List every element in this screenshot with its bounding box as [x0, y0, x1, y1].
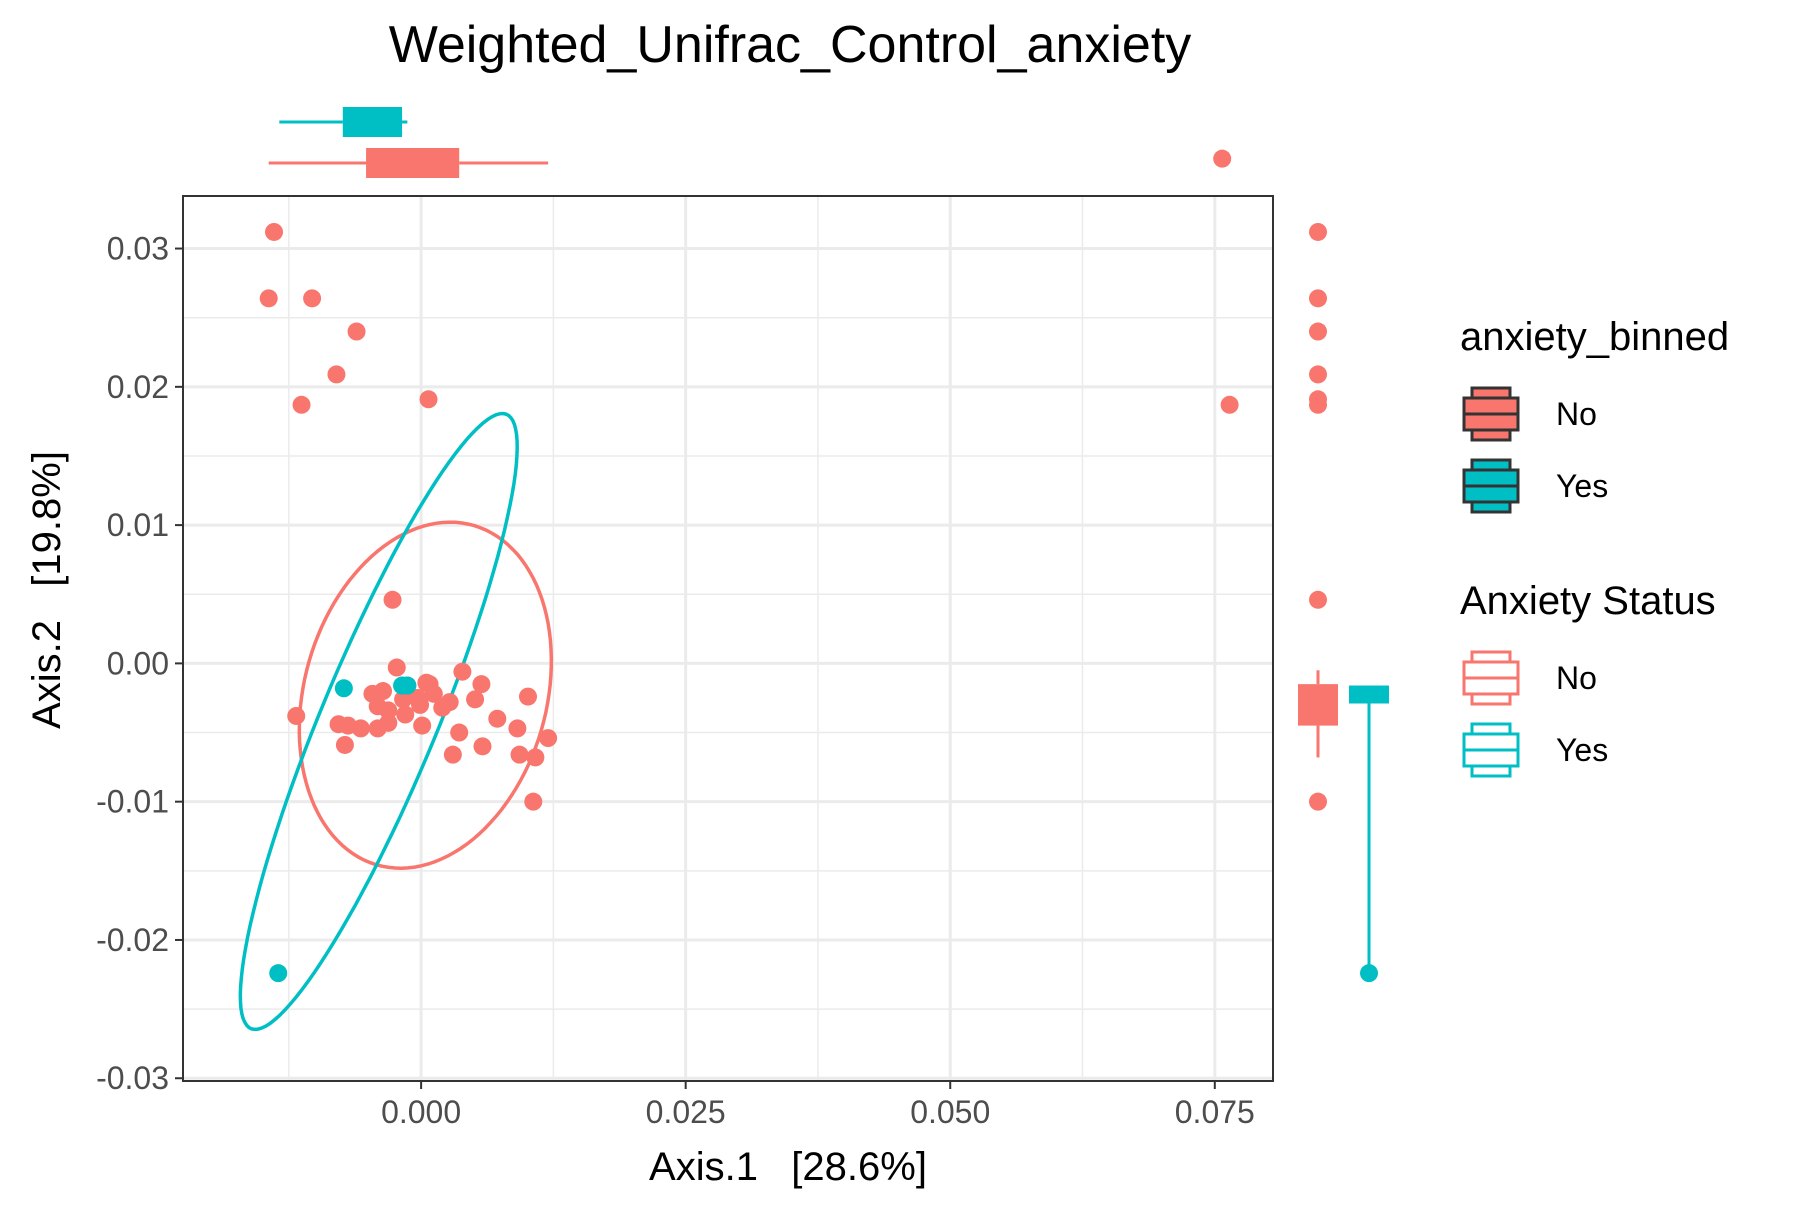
- point-no: [510, 745, 529, 764]
- right-outlier-no: [1309, 222, 1327, 241]
- right-outlier-no: [1309, 322, 1327, 341]
- right-outlier-no: [1309, 365, 1327, 384]
- x-tick-label: 0.050: [910, 1094, 990, 1130]
- x-tick-label: 0.000: [381, 1094, 461, 1130]
- point-no: [526, 748, 545, 767]
- legend-key-yes: [1462, 458, 1520, 514]
- legend-title: anxiety_binned: [1460, 315, 1729, 359]
- point-no: [508, 719, 527, 738]
- legend: anxiety_binned No Yes Anxiety Status No Yes: [1460, 315, 1729, 778]
- point-no: [335, 735, 354, 754]
- top-box-no: [366, 148, 460, 178]
- point-no: [424, 684, 443, 703]
- point-no: [387, 658, 406, 677]
- point-no: [419, 390, 438, 409]
- legend-title: Anxiety Status: [1460, 579, 1716, 623]
- point-no: [347, 322, 366, 341]
- ellipse-layer: [238, 411, 554, 1032]
- point-no: [466, 690, 485, 709]
- point-no: [433, 698, 452, 717]
- marginal-top: [268, 107, 549, 178]
- point-no: [379, 713, 398, 732]
- point-no: [383, 590, 402, 609]
- marginal-right: [1298, 222, 1389, 983]
- legend-key-yes: [1462, 722, 1520, 778]
- plot-panel-border: [182, 195, 1274, 1082]
- point-yes: [398, 676, 417, 695]
- point-no: [351, 719, 370, 738]
- point-no: [413, 716, 432, 735]
- y-tick-label: -0.02: [96, 922, 169, 958]
- ellipse-no: [297, 520, 554, 870]
- point-no: [539, 729, 558, 748]
- point-no: [411, 695, 430, 714]
- x-tick-label: 0.025: [646, 1094, 726, 1130]
- point-yes: [334, 679, 353, 698]
- right-outlier-no: [1309, 792, 1327, 811]
- point-no: [473, 737, 492, 756]
- chart-title: Weighted_Unifrac_Control_anxiety: [389, 16, 1192, 74]
- point-no: [259, 289, 278, 308]
- points-layer: [259, 149, 1239, 983]
- point-no: [265, 222, 284, 241]
- right-box-yes: [1349, 685, 1389, 704]
- point-no: [1220, 395, 1239, 414]
- y-tick-label: 0.02: [107, 369, 169, 405]
- point-no: [396, 705, 415, 724]
- point-no: [379, 701, 398, 720]
- y-tick-label: -0.03: [96, 1060, 169, 1096]
- ellipse-yes: [238, 411, 519, 1032]
- point-no: [488, 709, 507, 728]
- point-no: [303, 289, 322, 308]
- point-no: [450, 723, 469, 742]
- point-no: [287, 706, 306, 725]
- legend-label-yes: Yes: [1556, 732, 1608, 768]
- grid-major: [183, 196, 1273, 1081]
- right-outlier-no: [1309, 395, 1327, 414]
- legend-label-no: No: [1556, 396, 1597, 432]
- right-box-no: [1298, 684, 1338, 726]
- point-yes: [269, 964, 288, 983]
- top-box-yes: [342, 107, 403, 137]
- y-axis-title: Axis.2 [19.8%]: [25, 451, 69, 729]
- point-no: [327, 365, 346, 384]
- y-axis: 0.03 0.02 0.01 0.00 -0.01 -0.02 -0.03: [96, 231, 183, 1096]
- y-tick-label: 0.00: [107, 645, 169, 681]
- legend-label-no: No: [1556, 660, 1597, 696]
- point-no: [1213, 149, 1232, 168]
- point-no: [443, 745, 462, 764]
- x-axis: 0.000 0.025 0.050 0.075: [381, 1081, 1255, 1130]
- y-tick-label: 0.03: [107, 231, 169, 267]
- point-no: [374, 682, 393, 701]
- point-no: [472, 675, 491, 694]
- x-tick-label: 0.075: [1175, 1094, 1255, 1130]
- point-no: [292, 395, 311, 414]
- legend-key-no: [1462, 386, 1520, 442]
- point-no: [453, 662, 472, 681]
- point-no: [394, 690, 413, 709]
- point-no: [524, 792, 543, 811]
- right-outlier-no: [1309, 590, 1327, 609]
- right-outlier-no: [1309, 289, 1327, 308]
- y-tick-label: -0.01: [96, 784, 169, 820]
- point-no: [518, 687, 537, 706]
- right-outlier-yes: [1360, 964, 1378, 983]
- legend-key-no: [1462, 650, 1520, 706]
- legend-label-yes: Yes: [1556, 468, 1608, 504]
- y-tick-label: 0.01: [107, 507, 169, 543]
- x-axis-title: Axis.1 [28.6%]: [649, 1145, 927, 1189]
- plot-panel: [183, 196, 1273, 1081]
